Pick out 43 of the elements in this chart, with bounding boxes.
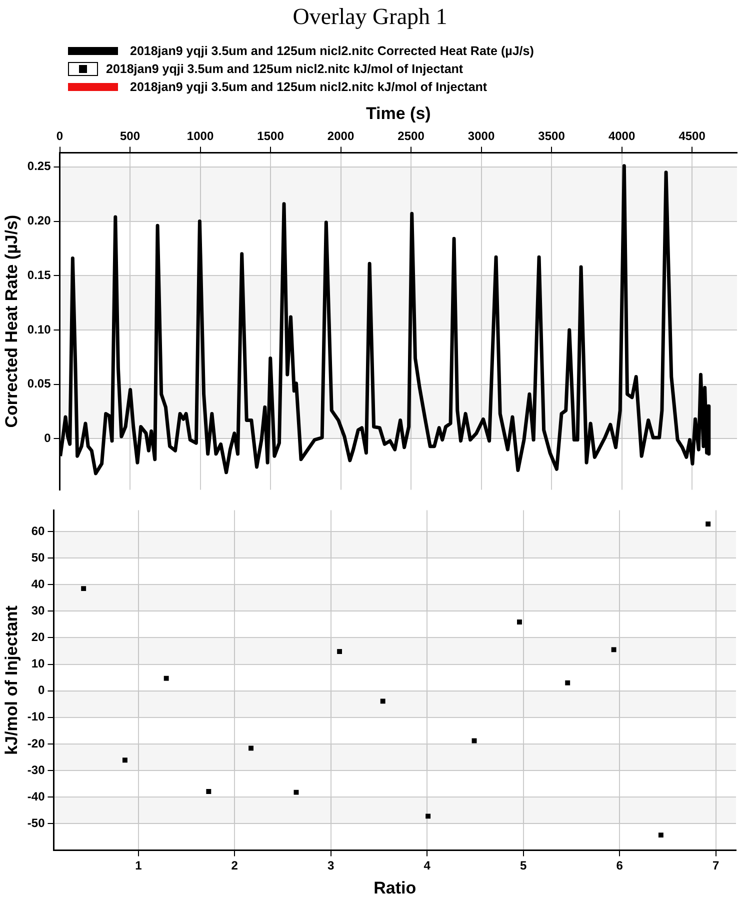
y-tick-label: 0 <box>44 431 52 446</box>
y-tick-label: -40 <box>27 789 46 804</box>
y-tick-label: -20 <box>27 736 46 750</box>
x-axis-title: Time (s) <box>366 104 431 123</box>
y-tick-label: 10 <box>31 656 46 671</box>
x-tick-label: 2 <box>231 858 238 873</box>
x-tick-label: 4000 <box>608 128 636 143</box>
x-axis-title: Ratio <box>374 878 416 898</box>
x-tick-label: 500 <box>120 128 140 143</box>
y-tick-label: 30 <box>31 603 46 618</box>
legend-label: 2018jan9 yqji 3.5um and 125um nicl2.nitc Corrected Heat Rate (µJ/s) <box>130 44 534 58</box>
y-tick-label: 50 <box>31 550 46 564</box>
x-tick-label: 3000 <box>468 128 495 143</box>
x-tick-label: 3 <box>328 858 335 873</box>
y-axis-title: kJ/mol of Injectant <box>2 605 21 755</box>
x-tick-label: 7 <box>712 858 720 873</box>
x-tick-label: 2500 <box>398 128 425 143</box>
x-tick-label: 0 <box>56 128 64 143</box>
y-tick-label: 0.10 <box>27 322 52 336</box>
x-tick-label: 6 <box>616 858 624 873</box>
y-tick-label: 0.05 <box>27 376 52 391</box>
y-tick-label: -10 <box>27 710 46 724</box>
chart-title: Overlay Graph 1 <box>292 4 448 30</box>
y-tick-label: -50 <box>27 816 46 830</box>
x-tick-label: 2000 <box>327 128 354 143</box>
x-tick-label: 1500 <box>257 128 284 143</box>
x-tick-label: 5 <box>520 858 527 873</box>
x-tick-label: 4500 <box>678 128 706 143</box>
legend-label: 2018jan9 yqji 3.5um and 125um nicl2.nitc kJ/mol of Injectant <box>130 80 488 94</box>
y-tick-label: 0 <box>38 683 46 698</box>
y-axis-title: Corrected Heat Rate (µJ/s) <box>2 214 21 428</box>
y-tick-label: 0.15 <box>27 268 52 282</box>
x-tick-label: 1000 <box>186 128 214 143</box>
x-tick-label: 4 <box>424 858 431 873</box>
legend-label: 2018jan9 yqji 3.5um and 125um nicl2.nitc kJ/mol of Injectant <box>106 62 464 76</box>
y-tick-label: 60 <box>31 524 46 538</box>
y-tick-label: -30 <box>27 762 46 777</box>
y-tick-label: 0.25 <box>27 159 52 174</box>
x-tick-label: 1 <box>135 858 142 873</box>
y-tick-label: 40 <box>31 576 46 591</box>
y-tick-label: 0.20 <box>27 214 52 228</box>
y-tick-label: 20 <box>31 630 46 644</box>
x-tick-label: 3500 <box>538 128 566 143</box>
